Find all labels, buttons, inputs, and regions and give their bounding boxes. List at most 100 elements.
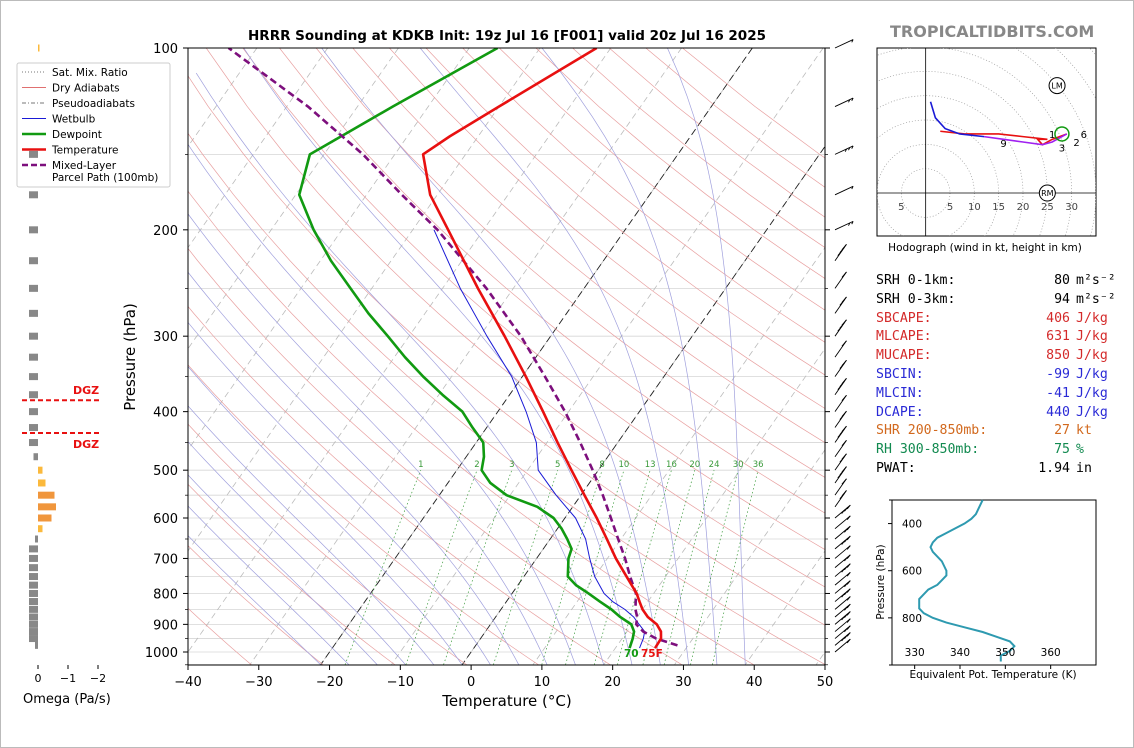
wind-barb	[834, 571, 851, 586]
moist-adiabat	[188, 441, 406, 665]
wind-barb	[834, 319, 847, 337]
wind-barb	[834, 39, 854, 49]
dry-adiabat	[205, 48, 825, 588]
theta-e-y-tick: 400	[902, 519, 922, 531]
x-tick-label: 20	[604, 675, 621, 690]
mixing-ratio-label: 3	[509, 460, 514, 470]
moist-adiabat	[243, 48, 633, 665]
stat-mlcape: MLCAPE: 631 J/kg	[876, 329, 1108, 345]
isotherm-highlight	[320, 48, 753, 665]
dgz-bottom-label: DGZ	[73, 438, 99, 451]
x-tick-label: 0	[467, 675, 475, 690]
x-tick-label: 50	[817, 675, 834, 690]
y-tick-label: 600	[153, 512, 178, 527]
omega-bar	[29, 598, 38, 606]
omega-bar	[29, 226, 38, 234]
sounding-stats: SRH 0-1km: 80 m²s⁻² SRH 0-3km: 94 m²s⁻² SBCA…	[876, 272, 1116, 479]
theta-e-frame	[891, 499, 1097, 666]
wind-barb	[834, 596, 851, 610]
mixing-ratio-line	[712, 470, 759, 665]
omega-bar	[29, 391, 38, 399]
omega-bar	[29, 408, 38, 416]
dry-adiabat	[188, 75, 825, 626]
moist-adiabat	[188, 405, 435, 665]
mixing-ratio-label: 5	[555, 460, 560, 470]
wind-barbs	[834, 39, 854, 653]
storm-motion-label: LM	[1051, 82, 1062, 91]
hodograph-caption: Hodograph (wind in kt, height in km)	[888, 242, 1082, 254]
hodograph-ring-label: 25	[1041, 202, 1054, 213]
dry-adiabat	[188, 364, 539, 665]
legend-item-label: Pseudoadiabats	[52, 98, 135, 110]
hodograph-marker	[1054, 126, 1070, 142]
skewt-legend: Sat. Mix. Ratio Dry Adiabats Pseudoadiabat…	[16, 62, 171, 188]
stat-shear: SHR 200-850mb: 27 kt	[876, 423, 1092, 439]
dry-adiabat	[352, 48, 825, 444]
omega-bar	[38, 44, 40, 52]
omega-bar	[38, 479, 46, 487]
mixing-ratio-line	[642, 470, 696, 665]
moist-adiabat	[188, 505, 350, 665]
hodograph-ring-label: 5	[947, 202, 953, 213]
storm-motion-marker	[1038, 184, 1056, 202]
omega-bar	[29, 628, 38, 636]
legend-item-label: Wetbulb	[52, 114, 96, 126]
wind-barb	[834, 97, 854, 107]
omega-bar	[29, 150, 38, 158]
omega-bar	[29, 573, 38, 581]
moist-adiabat	[188, 535, 321, 665]
wind-barb	[834, 378, 847, 395]
moist-adiabat	[541, 48, 718, 665]
omega-bar	[29, 589, 38, 597]
wind-barb	[834, 525, 851, 540]
wind-barb	[834, 244, 847, 261]
mixing-ratio-label: 30	[733, 460, 744, 470]
skewt-profiles	[227, 48, 678, 649]
y-tick-label: 500	[153, 464, 178, 479]
dry-adiabat	[315, 48, 825, 478]
stat-srh01: SRH 0-1km: 80 m²s⁻²	[876, 273, 1116, 288]
wind-barb	[834, 580, 851, 594]
omega-bar	[29, 581, 38, 589]
moist-adiabat	[667, 48, 746, 665]
hodograph-panel: 5 5 10 15 20 25 30 1 23 6 9 LM RM	[876, 47, 1097, 237]
wind-barb	[834, 340, 847, 358]
stat-sbcin: SBCIN: -99 J/kg	[876, 366, 1108, 382]
mixing-ratio-label: 8	[599, 460, 604, 470]
omega-bar	[38, 514, 52, 522]
omega-tick-label: −1	[60, 672, 76, 685]
wind-barb	[834, 638, 851, 653]
mixing-ratio-label: 16	[666, 460, 677, 470]
chart-title: HRRR Sounding at KDKB Init: 19z Jul 16 […	[248, 28, 766, 44]
wind-barb	[834, 394, 847, 412]
skewt-y-label: Pressure (hPa)	[121, 303, 139, 411]
y-tick-label: 300	[153, 330, 178, 345]
wind-barb	[834, 410, 847, 428]
legend-item-label: Mixed-Layer	[52, 160, 117, 172]
dry-adiabat	[188, 423, 467, 665]
isotherm	[188, 48, 399, 350]
profile-temperature	[421, 48, 663, 649]
profile-mixed-layer	[227, 48, 678, 647]
dry-adiabat	[425, 48, 825, 376]
omega-bar	[35, 641, 38, 649]
surface-temp-label: 75F	[641, 648, 663, 660]
omega-bar	[33, 453, 38, 461]
mixing-ratio-label: 24	[709, 460, 720, 470]
wind-barb	[834, 554, 851, 568]
wind-barb	[834, 296, 847, 314]
mixing-ratio-line	[405, 470, 478, 665]
moist-adiabat	[188, 143, 576, 665]
wind-barb	[834, 515, 851, 530]
theta-e-y-tick: 600	[902, 566, 922, 578]
wind-barb	[834, 625, 851, 639]
mixing-ratio-line	[493, 470, 559, 665]
omega-bar	[29, 353, 38, 361]
theta-e-line	[918, 499, 1016, 662]
mixing-ratio-label: 13	[645, 460, 656, 470]
omega-bar	[29, 284, 38, 292]
hodograph-height-label: 6	[1081, 130, 1087, 141]
mixing-ratio-line	[690, 470, 739, 665]
y-tick-label: 800	[153, 587, 178, 602]
